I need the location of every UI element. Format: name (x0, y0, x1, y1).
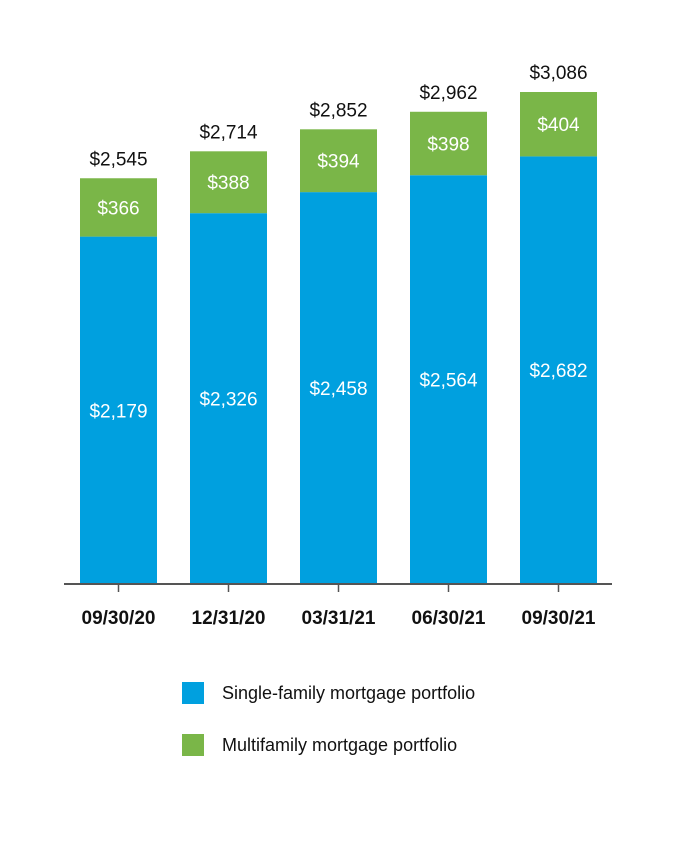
legend-label-single-family: Single-family mortgage portfolio (222, 682, 476, 703)
legend-swatch-multifamily (182, 734, 204, 756)
x-axis-ticks: 09/30/20 12/31/20 03/31/21 06/30/21 09/30/21 (82, 584, 596, 629)
total-label-2: $2,852 (309, 100, 367, 121)
legend-swatch-single-family (182, 682, 204, 704)
data-label-single-family-mortgage-portfolio-4: $2,682 (529, 361, 587, 382)
legend: Single-family mortgage portfolio Multifa… (182, 678, 475, 782)
data-label-multifamily-mortgage-portfolio-3: $398 (427, 134, 469, 155)
bar-single-family-mortgage-portfolio-3 (410, 175, 487, 584)
legend-item-multifamily: Multifamily mortgage portfolio (182, 730, 475, 760)
data-label-multifamily-mortgage-portfolio-4: $404 (537, 115, 580, 136)
x-tick-label-2: 03/31/21 (302, 608, 376, 629)
total-label-3: $2,962 (419, 83, 477, 104)
bar-multifamily-mortgage-portfolio-4 (520, 92, 597, 157)
total-label-1: $2,714 (199, 122, 258, 143)
legend-label-multifamily: Multifamily mortgage portfolio (222, 734, 458, 755)
data-label-single-family-mortgage-portfolio-1: $2,326 (199, 390, 257, 411)
labels-group: $2,179 $366 $2,545 $2,326 $388 $2,714 $2,458 $3… (89, 63, 587, 422)
data-label-single-family-mortgage-portfolio-0: $2,179 (89, 401, 147, 422)
data-label-multifamily-mortgage-portfolio-0: $366 (97, 198, 139, 219)
bar-multifamily-mortgage-portfolio-2 (300, 129, 377, 193)
x-tick-label-0: 09/30/20 (82, 608, 156, 629)
legend-item-single-family: Single-family mortgage portfolio (182, 678, 475, 708)
bar-single-family-mortgage-portfolio-0 (80, 236, 157, 584)
bar-single-family-mortgage-portfolio-1 (190, 213, 267, 584)
bar-multifamily-mortgage-portfolio-0 (80, 178, 157, 237)
data-label-multifamily-mortgage-portfolio-2: $394 (317, 152, 360, 173)
bars-group (80, 92, 597, 585)
bar-multifamily-mortgage-portfolio-1 (190, 151, 267, 214)
bar-multifamily-mortgage-portfolio-3 (410, 111, 487, 176)
x-tick-label-3: 06/30/21 (412, 608, 486, 629)
x-tick-label-1: 12/31/20 (192, 608, 266, 629)
data-label-multifamily-mortgage-portfolio-1: $388 (207, 173, 249, 194)
total-label-4: $3,086 (529, 63, 587, 84)
bar-single-family-mortgage-portfolio-4 (520, 156, 597, 584)
data-label-single-family-mortgage-portfolio-3: $2,564 (419, 371, 478, 392)
total-label-0: $2,545 (89, 149, 147, 170)
x-tick-label-4: 09/30/21 (522, 608, 596, 629)
data-label-single-family-mortgage-portfolio-2: $2,458 (309, 379, 367, 400)
bar-single-family-mortgage-portfolio-2 (300, 192, 377, 585)
